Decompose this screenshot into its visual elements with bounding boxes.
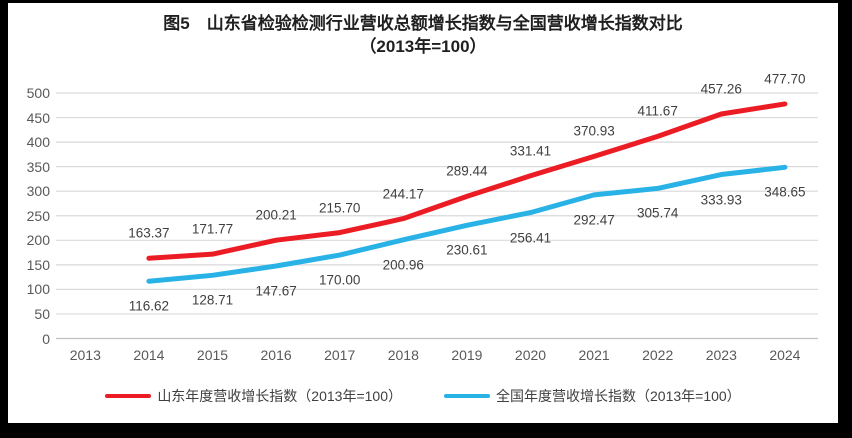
y-tick-label: 500 bbox=[26, 85, 50, 101]
data-label-series-0: 163.37 bbox=[128, 225, 170, 241]
y-tick-label: 150 bbox=[26, 256, 50, 273]
data-label-series-0: 244.17 bbox=[382, 186, 424, 202]
y-tick-label: 300 bbox=[26, 183, 50, 200]
data-label-series-1: 200.96 bbox=[382, 257, 424, 273]
legend: 山东年度营收增长指数（2013年=100） 全国年度营收增长指数（2013年=1… bbox=[8, 386, 838, 406]
y-tick-label: 250 bbox=[26, 207, 50, 224]
x-tick-label: 2015 bbox=[196, 347, 229, 363]
legend-label-shandong: 山东年度营收增长指数（2013年=100） bbox=[157, 388, 402, 404]
data-label-series-0: 457.26 bbox=[700, 81, 742, 97]
x-tick-label: 2019 bbox=[451, 347, 483, 363]
legend-item-national: 全国年度营收增长指数（2013年=100） bbox=[444, 386, 741, 406]
data-label-series-0: 289.44 bbox=[446, 163, 488, 179]
x-tick-label: 2024 bbox=[769, 347, 801, 363]
x-tick-label: 2014 bbox=[133, 347, 165, 363]
y-tick-label: 350 bbox=[26, 158, 50, 175]
data-label-series-1: 292.47 bbox=[573, 212, 615, 228]
data-label-series-0: 171.77 bbox=[191, 221, 234, 237]
data-label-series-0: 477.70 bbox=[764, 71, 806, 87]
series-line-0 bbox=[146, 101, 788, 261]
chart-title-line1: 图5 山东省检验检测行业营收总额增长指数与全国营收增长指数对比 bbox=[163, 14, 683, 33]
legend-label-national: 全国年度营收增长指数（2013年=100） bbox=[496, 388, 741, 404]
chart-title-line2: （2013年=100） bbox=[359, 37, 487, 56]
y-tick-label: 50 bbox=[34, 305, 50, 322]
y-tick-label: 400 bbox=[26, 134, 50, 151]
data-label-series-1: 128.71 bbox=[191, 292, 234, 308]
x-tick-label: 2023 bbox=[705, 347, 737, 363]
data-label-series-0: 215.70 bbox=[319, 200, 361, 216]
data-label-series-1: 147.67 bbox=[255, 283, 297, 299]
data-label-series-1: 348.65 bbox=[764, 184, 806, 200]
national-line-swatch bbox=[444, 393, 490, 399]
y-tick-label: 100 bbox=[26, 281, 50, 298]
data-label-series-1: 305.74 bbox=[637, 205, 679, 221]
data-label-series-0: 411.67 bbox=[637, 103, 678, 119]
y-tick-label: 450 bbox=[26, 109, 50, 126]
chart-title: 图5 山东省检验检测行业营收总额增长指数与全国营收增长指数对比 （2013年=1… bbox=[8, 12, 838, 58]
legend-item-shandong: 山东年度营收增长指数（2013年=100） bbox=[105, 386, 402, 406]
y-tick-label: 200 bbox=[26, 232, 50, 249]
data-label-series-1: 170.00 bbox=[319, 272, 361, 288]
x-tick-label: 2021 bbox=[578, 347, 610, 363]
x-tick-label: 2022 bbox=[642, 347, 674, 363]
x-tick-label: 2018 bbox=[387, 347, 419, 363]
data-label-series-0: 200.21 bbox=[255, 207, 297, 223]
x-tick-label: 2013 bbox=[69, 347, 101, 363]
x-tick-label: 2020 bbox=[514, 347, 547, 363]
y-tick-label: 0 bbox=[42, 330, 50, 347]
x-tick-label: 2017 bbox=[324, 347, 356, 363]
data-label-series-1: 333.93 bbox=[700, 192, 742, 208]
shandong-line-swatch bbox=[105, 393, 152, 399]
data-label-series-0: 370.93 bbox=[573, 123, 615, 139]
data-label-series-0: 331.41 bbox=[509, 143, 552, 159]
data-label-series-1: 230.61 bbox=[446, 242, 488, 258]
data-label-series-1: 256.41 bbox=[509, 230, 552, 246]
data-label-series-1: 116.62 bbox=[128, 298, 170, 314]
x-tick-label: 2016 bbox=[260, 347, 292, 363]
series-line-1 bbox=[146, 164, 788, 284]
